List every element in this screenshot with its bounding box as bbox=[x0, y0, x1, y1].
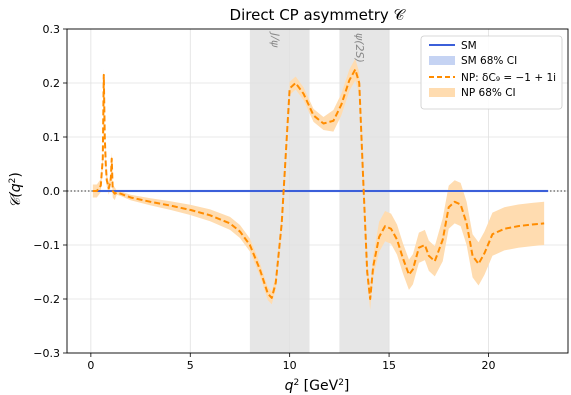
band-label-1: ψ(2S) bbox=[353, 33, 366, 63]
legend-label-sm-ci: SM 68% CI bbox=[461, 55, 517, 67]
y-tick-label-5: 0.2 bbox=[43, 77, 61, 90]
series-lines bbox=[92, 68, 549, 300]
legend-label-np: NP: δC₉ = −1 + 1i bbox=[461, 72, 556, 84]
legend-label-np-ci: NP 68% CI bbox=[461, 87, 516, 99]
legend-swatch-sm-ci bbox=[429, 56, 455, 65]
legend-label-sm: SM bbox=[461, 40, 477, 52]
x-axis-label: q2 [GeV2] bbox=[285, 378, 350, 394]
series-line-1 bbox=[92, 68, 545, 300]
band-labels: J/ψ ψ(2S) bbox=[269, 31, 366, 63]
band-label-0: J/ψ bbox=[269, 31, 282, 48]
x-tick-label-1: 5 bbox=[187, 359, 194, 372]
x-tick-label-0: 0 bbox=[87, 359, 94, 372]
chart-title: Direct CP asymmetry 𝒞 bbox=[230, 6, 407, 24]
y-axis-label: 𝒞(q2) bbox=[8, 172, 24, 208]
y-tick-label-3: 0.0 bbox=[43, 185, 61, 198]
y-tick-label-2: −0.1 bbox=[33, 239, 60, 252]
y-tick-label-0: −0.3 bbox=[33, 347, 60, 360]
y-tick-label-1: −0.2 bbox=[33, 293, 60, 306]
legend: SM SM 68% CI NP: δC₉ = −1 + 1i NP 68% CI bbox=[420, 35, 563, 110]
legend-swatch-np-ci bbox=[429, 88, 455, 97]
legend-box bbox=[420, 35, 563, 110]
x-tick-label-4: 20 bbox=[481, 359, 495, 372]
y-tick-label-6: 0.3 bbox=[43, 23, 61, 36]
y-tick-label-4: 0.1 bbox=[43, 131, 61, 144]
x-tick-label-3: 15 bbox=[382, 359, 396, 372]
axis-ticks: 0 5 10 15 20 −0.3 −0.2 −0.1 0.0 0.1 0.2 0.3 bbox=[33, 23, 495, 372]
np-ci-band bbox=[92, 58, 545, 310]
x-tick-label-2: 10 bbox=[283, 359, 297, 372]
